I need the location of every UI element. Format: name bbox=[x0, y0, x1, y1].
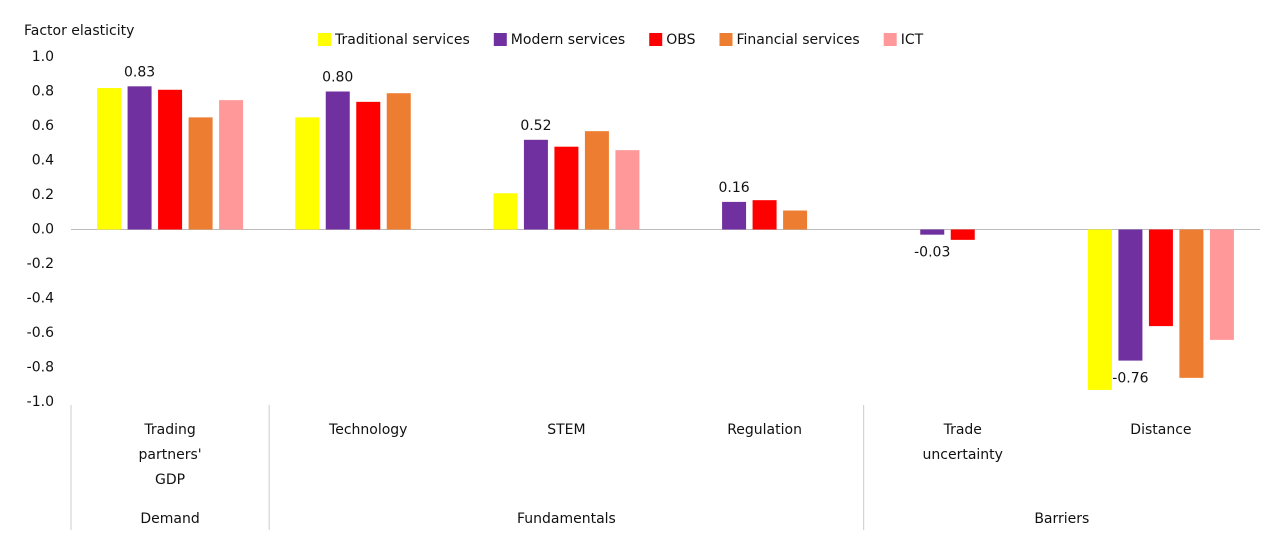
data-label: 0.52 bbox=[520, 118, 551, 134]
bar bbox=[219, 100, 244, 230]
data-label: -0.03 bbox=[914, 245, 950, 261]
data-label: -0.76 bbox=[1112, 371, 1148, 387]
legend-swatch bbox=[318, 33, 331, 46]
bar bbox=[584, 131, 609, 230]
bar bbox=[325, 91, 350, 230]
x-tick-label: Technology bbox=[329, 422, 408, 438]
bar bbox=[158, 89, 183, 230]
y-tick-label: 0.2 bbox=[32, 187, 54, 203]
y-tick-label: 0.8 bbox=[32, 84, 54, 100]
bar bbox=[950, 229, 975, 240]
bar bbox=[1087, 229, 1112, 390]
bar bbox=[1179, 229, 1204, 378]
group-label: Fundamentals bbox=[517, 511, 616, 527]
y-tick-label: 0.4 bbox=[32, 153, 54, 169]
bar bbox=[188, 117, 213, 230]
bar bbox=[127, 86, 152, 230]
y-tick-label: 0.6 bbox=[32, 118, 54, 134]
y-tick-label: -0.2 bbox=[27, 256, 54, 272]
y-tick-label: -0.8 bbox=[27, 360, 54, 376]
bar bbox=[1148, 229, 1173, 327]
legend-swatch bbox=[883, 33, 897, 46]
bar bbox=[523, 139, 548, 230]
legend-label: OBS bbox=[666, 32, 695, 48]
bar bbox=[356, 101, 381, 230]
y-tick-label: 0.0 bbox=[32, 222, 54, 238]
bar bbox=[1118, 229, 1143, 361]
legend-label: Financial services bbox=[736, 32, 859, 48]
legend-swatch bbox=[649, 33, 663, 46]
x-tick-label: Distance bbox=[1130, 422, 1192, 438]
y-tick-label: -1.0 bbox=[27, 394, 54, 410]
legend-swatch bbox=[493, 33, 507, 46]
bar bbox=[386, 93, 411, 230]
data-label: 0.83 bbox=[124, 64, 155, 80]
legend-swatch bbox=[719, 33, 733, 46]
y-axis-label: Factor elasticity bbox=[24, 23, 134, 39]
legend-label: ICT bbox=[901, 32, 924, 48]
data-label: 0.80 bbox=[322, 70, 353, 86]
group-label: Barriers bbox=[1034, 511, 1089, 527]
y-tick-label: -0.4 bbox=[27, 291, 54, 307]
bar bbox=[752, 200, 777, 230]
legend-label: Modern services bbox=[511, 32, 625, 48]
x-tick-label: Trading partners' GDP bbox=[138, 422, 202, 488]
bar bbox=[1209, 229, 1234, 340]
bar bbox=[722, 201, 747, 230]
bar bbox=[554, 146, 579, 230]
bar bbox=[493, 193, 518, 230]
y-tick-label: -0.6 bbox=[27, 325, 54, 341]
bar bbox=[615, 150, 640, 230]
x-tick-label: STEM bbox=[547, 422, 586, 438]
y-tick-label: 1.0 bbox=[32, 49, 54, 65]
bar bbox=[295, 117, 320, 230]
group-label: Demand bbox=[140, 511, 199, 527]
x-tick-label: Trade uncertainty bbox=[922, 422, 1003, 463]
bar bbox=[920, 229, 945, 235]
data-label: 0.16 bbox=[718, 180, 749, 196]
bar bbox=[97, 88, 122, 230]
x-tick-label: Regulation bbox=[727, 422, 802, 438]
bar bbox=[783, 210, 808, 230]
legend-label: Traditional services bbox=[334, 32, 470, 48]
